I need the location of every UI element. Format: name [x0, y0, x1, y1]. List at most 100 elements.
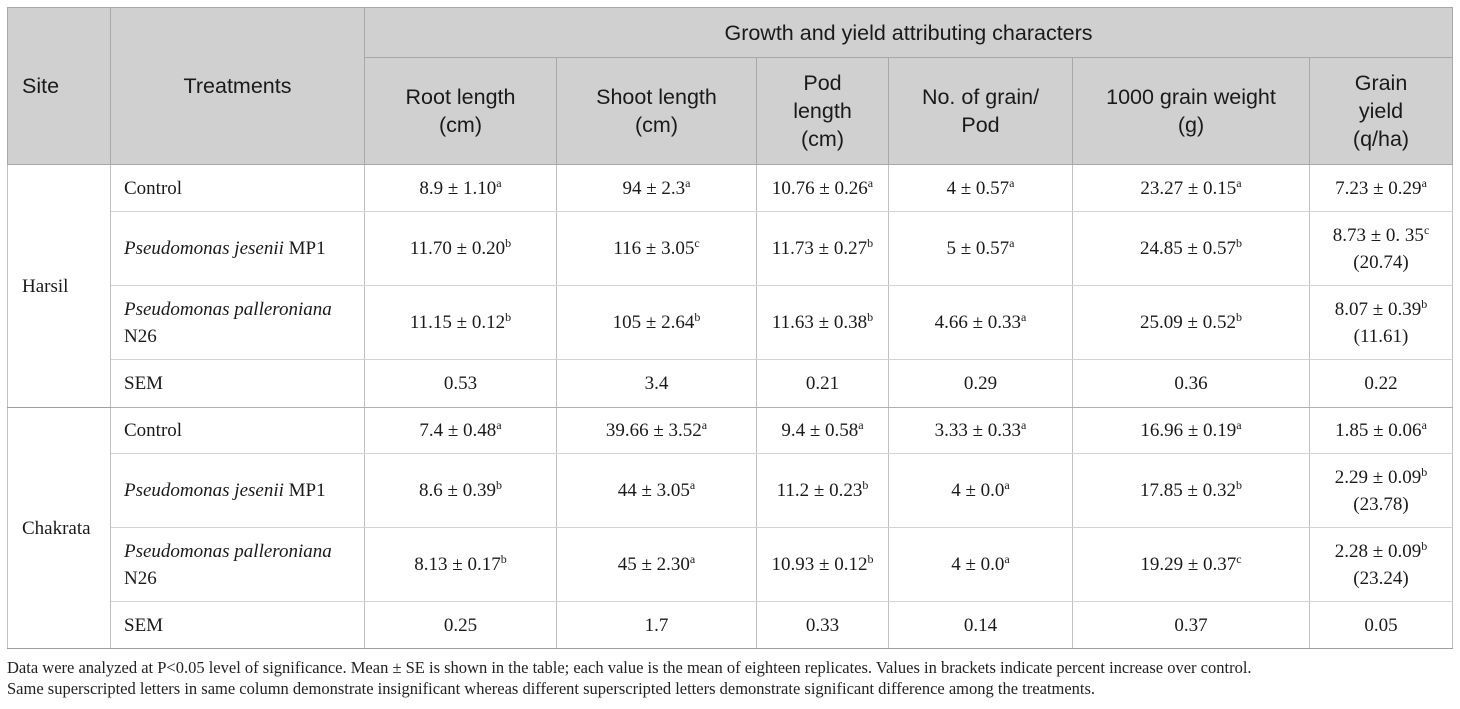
significance-letter: b: [1235, 478, 1242, 492]
significance-letter: a: [496, 175, 502, 190]
sem-label: SEM: [110, 601, 365, 649]
treatment-cell: Pseudomonas palleroniana N26: [110, 527, 365, 602]
mean-se-value: 11.63 ± 0.38: [771, 312, 868, 333]
column-header: 1000 grain weight (g): [1072, 57, 1310, 165]
column-header-line: (cm): [439, 113, 482, 137]
column-header-line: yield: [1358, 99, 1404, 123]
treatment-species: Pseudomonas palleroniana: [124, 298, 332, 320]
mean-se-value: 11.15 ± 0.12: [409, 312, 506, 333]
mean-se-value: 105 ± 2.64: [612, 312, 695, 333]
mean-se-value: 8.73 ± 0. 35: [1332, 224, 1424, 246]
significance-letter: b: [867, 552, 874, 566]
treatment-cell: Pseudomonas jesenii MP1: [110, 211, 365, 286]
value-cell: 9.4 ± 0.58a: [756, 407, 889, 454]
table-row: Pseudomonas palleroniana N26 11.15 ± 0.12b…: [8, 285, 1454, 360]
treatment-strain: N26: [124, 567, 157, 589]
significance-letter: a: [1021, 310, 1027, 324]
value-cell: 11.73 ± 0.27b: [756, 211, 889, 286]
value-cell: 10.93 ± 0.12b: [756, 527, 889, 602]
sem-value: 0.05: [1308, 601, 1454, 649]
value-cell: 4 ± 0.0a: [888, 527, 1073, 602]
sem-value: 0.29: [888, 359, 1073, 408]
table-row: Pseudomonas palleroniana N26 8.13 ± 0.17b 4…: [8, 527, 1454, 602]
sem-value: 0.25: [364, 601, 557, 649]
mean-se-value: 39.66 ± 3.52: [605, 420, 702, 441]
significance-letter: c: [694, 236, 700, 250]
mean-se-value: 94 ± 2.3: [622, 177, 686, 199]
treatment-cell: Pseudomonas jesenii MP1: [110, 453, 365, 528]
value-cell: 3.33 ± 0.33a: [888, 407, 1073, 454]
percent-increase: (20.74): [1353, 251, 1409, 273]
significance-letter: a: [496, 418, 502, 432]
table-row: Pseudomonas jesenii MP1 11.70 ± 0.20b 116 …: [8, 211, 1454, 286]
mean-se-value: 45 ± 2.30: [617, 554, 690, 575]
column-header-line: (cm): [635, 113, 678, 137]
column-header-line: Shoot length: [596, 85, 717, 109]
significance-letter: a: [1421, 418, 1427, 432]
value-cell: 4.66 ± 0.33a: [888, 285, 1073, 360]
column-header-line: 1000 grain weight: [1106, 85, 1276, 109]
value-cell: 44 ± 3.05a: [556, 453, 757, 528]
table-row: Chakrata Control 7.4 ± 0.48a 39.66 ± 3.52a 9…: [7, 407, 1454, 649]
results-table: Site Treatments Growth and yield attribu…: [7, 7, 1454, 649]
column-header-line: length: [793, 99, 852, 123]
value-cell: 11.2 ± 0.23b: [756, 453, 889, 528]
treatment-label: MP1: [283, 480, 326, 501]
column-header-line: Grain: [1354, 71, 1408, 95]
value-cell: 8.13 ± 0.17b: [364, 527, 557, 602]
significance-letter: b: [862, 478, 869, 492]
significance-letter: a: [1004, 552, 1010, 566]
percent-increase: (23.78): [1353, 493, 1409, 515]
significance-letter: b: [500, 552, 507, 566]
sem-row: SEM 0.53 3.4 0.21 0.29 0.36 0.22: [8, 359, 1454, 408]
mean-se-value: 11.73 ± 0.27: [771, 238, 868, 259]
significance-letter: a: [689, 552, 696, 566]
site-header: Site: [7, 7, 111, 165]
percent-increase: (23.24): [1353, 567, 1409, 589]
treatment-label: Control: [124, 420, 183, 441]
mean-se-value: 17.85 ± 0.32: [1140, 480, 1236, 501]
mean-se-value: 16.96 ± 0.19: [1140, 420, 1237, 441]
mean-se-value: 7.4 ± 0.48: [419, 420, 497, 441]
mean-se-value: 25.09 ± 0.52: [1140, 312, 1236, 333]
value-cell: 39.66 ± 3.52a: [556, 407, 757, 454]
significance-letter: a: [1021, 418, 1027, 432]
value-cell: 19.29 ± 0.37c: [1072, 527, 1310, 602]
mean-se-value: 8.6 ± 0.39: [419, 480, 496, 501]
mean-se-value: 11.70 ± 0.20: [409, 238, 506, 259]
value-cell: 105 ± 2.64b: [556, 285, 757, 360]
treatment-species: Pseudomonas jesenii: [124, 238, 284, 259]
column-header: No. of grain/Pod: [888, 57, 1073, 165]
treatment-species: Pseudomonas jesenii: [124, 480, 284, 501]
value-cell: 8.6 ± 0.39b: [364, 453, 557, 528]
value-cell: 10.76 ± 0.26a: [756, 164, 889, 212]
sem-label: SEM: [110, 359, 365, 408]
mean-se-value: 2.28 ± 0.09: [1334, 540, 1422, 562]
value-cell: 17.85 ± 0.32b: [1072, 453, 1310, 528]
sem-value: 0.22: [1308, 359, 1454, 408]
mean-se-value: 10.76 ± 0.26: [771, 177, 868, 199]
significance-letter: b: [505, 310, 512, 324]
significance-letter: a: [1421, 175, 1427, 190]
value-cell: 4 ± 0.0a: [888, 453, 1073, 528]
mean-se-value: 4.66 ± 0.33: [934, 312, 1022, 333]
value-cell: 23.27 ± 0.15a: [1072, 164, 1310, 212]
value-cell: 2.29 ± 0.09b (23.78): [1308, 453, 1454, 528]
mean-se-value: 19.29 ± 0.37: [1140, 554, 1237, 575]
mean-se-value: 8.9 ± 1.10: [419, 177, 497, 199]
value-cell: 2.28 ± 0.09b (23.24): [1308, 527, 1454, 602]
significance-letter: a: [685, 175, 691, 190]
significance-letter: a: [689, 478, 696, 492]
mean-se-value: 7.23 ± 0.29: [1335, 177, 1422, 199]
value-cell: 8.9 ± 1.10a: [364, 164, 557, 212]
site-cell: Chakrata: [7, 407, 111, 649]
value-cell: 7.4 ± 0.48a: [364, 407, 557, 454]
significance-letter: a: [858, 418, 864, 432]
value-cell: 7.23 ± 0.29a: [1308, 164, 1454, 212]
mean-se-value: 10.93 ± 0.12: [771, 554, 868, 575]
value-cell: 116 ± 3.05c: [556, 211, 757, 286]
value-cell: 11.15 ± 0.12b: [364, 285, 557, 360]
significance-letter: a: [1009, 175, 1015, 190]
significance-letter: a: [1236, 175, 1242, 190]
treatment-cell: Pseudomonas palleroniana N26: [110, 285, 365, 360]
